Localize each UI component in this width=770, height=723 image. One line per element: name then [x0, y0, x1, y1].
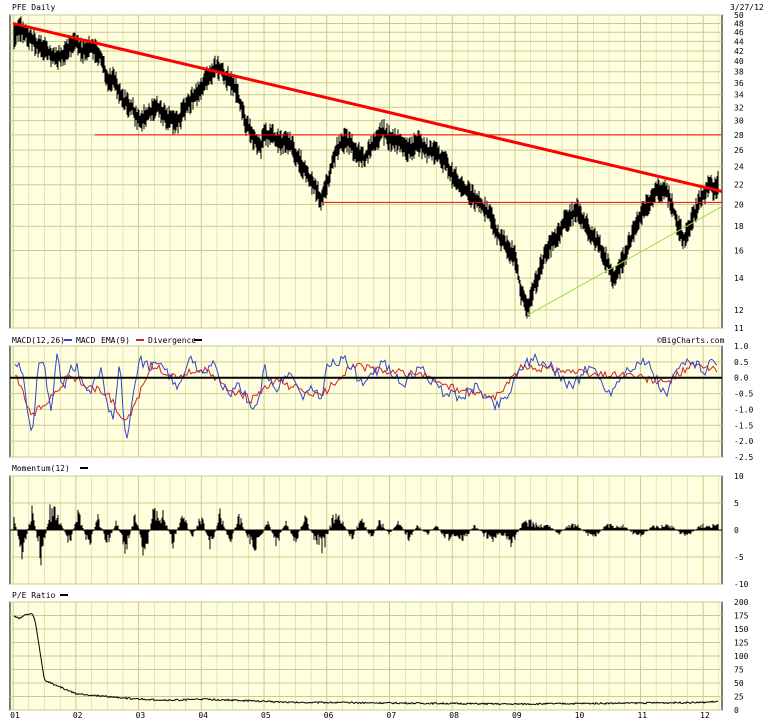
y-tick-label: 100	[734, 652, 749, 661]
price-y-tick-label: 24	[734, 163, 744, 172]
momentum-panel: 10 5 0 -5 -10	[9, 472, 749, 589]
x-tick-label: 01	[10, 711, 20, 720]
price-y-tick-label: 26	[734, 146, 744, 155]
pe-marks	[13, 613, 719, 706]
price-y-tick-label: 34	[734, 91, 744, 100]
pe-legend: P/E Ratio	[12, 591, 68, 600]
y-tick-label: 75	[734, 666, 744, 675]
macd-ema-line	[14, 361, 718, 421]
resistance-trendline	[12, 21, 723, 193]
y-tick-label: 0.5	[734, 358, 749, 367]
price-y-tick-label: 18	[734, 222, 744, 231]
y-tick-label: 0.0	[734, 374, 749, 383]
price-y-tick-label: 50	[734, 11, 744, 20]
price-y-tick-label: 48	[734, 19, 744, 28]
y-tick-label: 125	[734, 639, 749, 648]
price-y-tick-label: 38	[734, 68, 744, 77]
support-trendline	[527, 206, 723, 316]
macd-legend-label: MACD	[76, 336, 95, 345]
price-y-tick-label: 22	[734, 181, 744, 190]
macd-line	[14, 352, 718, 439]
price-y-tick-label: 28	[734, 131, 744, 140]
price-grid	[10, 14, 722, 329]
y-tick-label: 10	[734, 472, 744, 481]
x-tick-label: 10	[575, 711, 585, 720]
macd-panel-area	[9, 345, 723, 458]
y-tick-label: -5	[734, 553, 744, 562]
y-tick-label: -10	[734, 580, 749, 589]
y-tick-label: 50	[734, 679, 744, 688]
chart-title: PFE Daily	[12, 3, 56, 12]
momentum-panel-title: Momentum(12)	[12, 464, 70, 473]
price-y-tick-label: 14	[734, 274, 744, 283]
y-tick-label: 25	[734, 693, 744, 702]
x-tick-label: 04	[198, 711, 208, 720]
x-tick-label: 02	[73, 711, 83, 720]
pe-grid	[10, 601, 722, 711]
price-y-tick-label: 12	[734, 306, 744, 315]
x-tick-label: 03	[136, 711, 146, 720]
price-panel-area	[9, 14, 723, 329]
x-tick-label: 09	[512, 711, 522, 720]
macd-marks	[10, 352, 722, 439]
x-tick-label: 11	[637, 711, 647, 720]
y-tick-label: 5	[734, 499, 739, 508]
x-axis-tick-labels: 01 02 03 04 05 06 07 08 09 10 11 12	[10, 711, 710, 720]
momentum-legend: Momentum(12)	[12, 464, 88, 473]
y-tick-label: 175	[734, 612, 749, 621]
momentum-marks	[10, 504, 722, 566]
y-tick-label: 0	[734, 526, 739, 535]
watermark: ©BigCharts.com	[657, 336, 725, 345]
momentum-y-tick-labels: 10 5 0 -5 -10	[734, 472, 749, 589]
pe-y-tick-labels: 200 175 150 125 100 75 50 25 0	[734, 598, 749, 715]
y-tick-label: -1.0	[734, 405, 753, 414]
y-tick-label: 150	[734, 625, 749, 634]
x-tick-label: 07	[387, 711, 397, 720]
price-y-tick-label: 20	[734, 200, 744, 209]
price-y-tick-label: 11	[734, 324, 744, 333]
divergence-legend-label: Divergence	[148, 336, 196, 345]
y-tick-label: -2.0	[734, 437, 753, 446]
pe-panel-title: P/E Ratio	[12, 591, 56, 600]
price-y-tick-label: 36	[734, 79, 744, 88]
y-tick-label: 200	[734, 598, 749, 607]
macd-panel: 1.0 0.5 0.0 -0.5 -1.0 -1.5 -2.0 -2.5	[9, 342, 753, 462]
chart-date: 3/27/12	[730, 3, 764, 12]
x-tick-label: 06	[324, 711, 334, 720]
price-y-tick-label: 40	[734, 57, 744, 66]
x-tick-label: 08	[449, 711, 459, 720]
price-y-tick-label: 42	[734, 47, 744, 56]
y-tick-label: 1.0	[734, 342, 749, 351]
price-y-tick-label: 46	[734, 28, 744, 37]
y-tick-label: -2.5	[734, 453, 753, 462]
x-tick-label: 12	[700, 711, 710, 720]
macd-legend: MACD(12,26) MACD EMA(9) Divergence ©BigC…	[12, 336, 725, 345]
price-y-tick-label: 30	[734, 117, 744, 126]
x-tick-label: 05	[261, 711, 271, 720]
price-marks	[12, 16, 723, 319]
y-tick-label: 0	[734, 706, 739, 715]
macd-ema-legend-label: EMA(9)	[101, 336, 130, 345]
macd-y-tick-labels: 1.0 0.5 0.0 -0.5 -1.0 -1.5 -2.0 -2.5	[734, 342, 753, 462]
price-y-tick-label: 44	[734, 37, 744, 46]
price-y-tick-label: 16	[734, 247, 744, 256]
pe-ratio-line	[13, 613, 719, 706]
pe-panel: 200 175 150 125 100 75 50 25 0	[9, 598, 749, 715]
y-tick-label: -1.5	[734, 421, 753, 430]
macd-panel-title: MACD(12,26)	[12, 336, 65, 345]
y-tick-label: -0.5	[734, 390, 753, 399]
price-y-tick-label: 32	[734, 103, 744, 112]
